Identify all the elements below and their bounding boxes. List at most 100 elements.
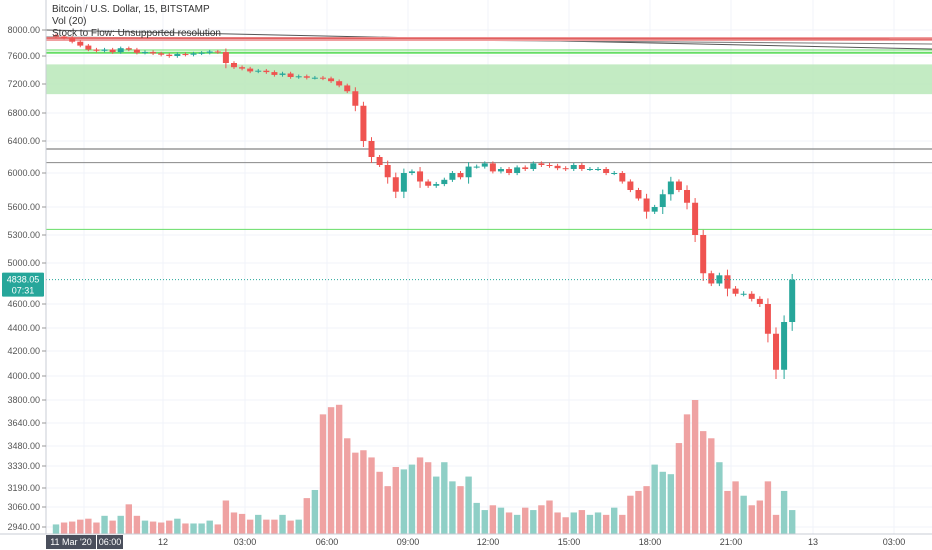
volume-bar — [530, 510, 537, 534]
candle — [708, 270, 715, 287]
volume-bar — [756, 500, 764, 534]
candle-body — [61, 36, 68, 38]
candle — [125, 46, 132, 52]
candle — [449, 171, 456, 182]
candle — [239, 65, 246, 71]
volume-bar — [489, 505, 497, 534]
candle-body — [206, 51, 213, 53]
volume-bar — [457, 486, 464, 534]
candle-body — [295, 76, 302, 78]
candle — [659, 189, 666, 214]
candle — [489, 161, 496, 174]
candle-body — [530, 163, 537, 169]
y-tick-label: 4600.00 — [7, 299, 40, 309]
volume-bar — [788, 510, 796, 534]
candle — [400, 168, 407, 199]
volume-bar — [360, 450, 367, 534]
volume-bar — [166, 520, 173, 534]
volume-bar — [93, 522, 100, 534]
candle-body — [190, 53, 197, 55]
volume-bar — [667, 474, 675, 534]
candle-body — [77, 41, 84, 46]
candle — [781, 315, 788, 379]
volume-bar — [230, 512, 238, 534]
candle-body — [773, 333, 780, 370]
volume-bar — [700, 431, 707, 534]
candle-body — [449, 173, 456, 180]
support-zone — [46, 64, 932, 95]
candle-body — [239, 67, 246, 69]
volume-bar — [319, 414, 327, 534]
volume-bar — [182, 523, 189, 534]
symbol-title[interactable]: Bitcoin / U.S. Dollar, 15, BITSTAMP — [52, 4, 210, 15]
volume-bar — [384, 486, 391, 534]
volume-bar — [764, 481, 772, 534]
candle-body — [400, 173, 407, 192]
candle — [384, 160, 391, 184]
candle — [311, 75, 318, 80]
candle — [457, 171, 464, 180]
candle-body — [166, 54, 173, 56]
volume-bar — [473, 502, 480, 534]
candle — [611, 171, 618, 176]
candle-body — [724, 275, 731, 289]
candle-body — [481, 163, 488, 167]
candle — [174, 52, 181, 58]
volume-bar — [562, 517, 569, 534]
candle-body — [514, 167, 521, 173]
volume-bar — [133, 515, 141, 534]
candle-body — [174, 54, 181, 56]
candle-body — [497, 169, 504, 172]
candle-body — [611, 173, 618, 174]
volume-bar — [651, 464, 658, 534]
indicator-legend[interactable]: Stock to Flow: Unsupported resolution — [52, 28, 221, 39]
volume-bar — [368, 457, 375, 534]
volume-bar — [772, 514, 780, 534]
x-tick-label: 12:00 — [477, 537, 500, 547]
candle — [287, 71, 294, 79]
volume-bar — [117, 515, 124, 534]
volume-bar — [327, 407, 335, 534]
candle — [336, 79, 343, 88]
candle-body — [53, 35, 59, 37]
candle-body — [158, 53, 165, 55]
volume-bar — [246, 519, 254, 534]
candle — [643, 193, 650, 219]
volume-bar — [586, 514, 594, 534]
candle-body — [150, 52, 157, 54]
volume-bar — [416, 457, 424, 534]
candle — [554, 163, 561, 171]
candle — [514, 165, 521, 176]
crosshair-time-badge — [97, 535, 123, 549]
candle — [117, 46, 124, 54]
y-tick-label: 6000.00 — [7, 168, 40, 178]
candle-body — [101, 49, 108, 51]
candle-body — [789, 279, 796, 322]
volume-bar — [449, 481, 456, 534]
candle-body — [700, 235, 707, 274]
volume-bar — [214, 524, 221, 534]
candle-body — [522, 167, 529, 169]
x-tick-label: 09:00 — [397, 537, 420, 547]
volume-bar — [271, 519, 278, 534]
y-tick-label: 6800.00 — [7, 108, 40, 118]
volume-bar — [311, 489, 319, 534]
candle — [667, 176, 674, 201]
candle-body — [732, 288, 739, 294]
candle-body — [336, 81, 343, 86]
volume-bar — [344, 438, 351, 534]
x-tick-label: 18:00 — [639, 537, 662, 547]
candle — [724, 269, 731, 297]
candle — [141, 50, 148, 55]
x-tick-label: 03:00 — [234, 537, 257, 547]
candle-body — [473, 166, 480, 168]
candle-body — [271, 72, 278, 75]
candle — [578, 163, 585, 171]
candle-body — [141, 52, 148, 54]
candle-series — [53, 33, 796, 379]
candle — [61, 34, 68, 40]
y-tick-label: 5300.00 — [7, 230, 40, 240]
candle — [392, 172, 399, 199]
volume-legend[interactable]: Vol (20) — [52, 16, 87, 27]
